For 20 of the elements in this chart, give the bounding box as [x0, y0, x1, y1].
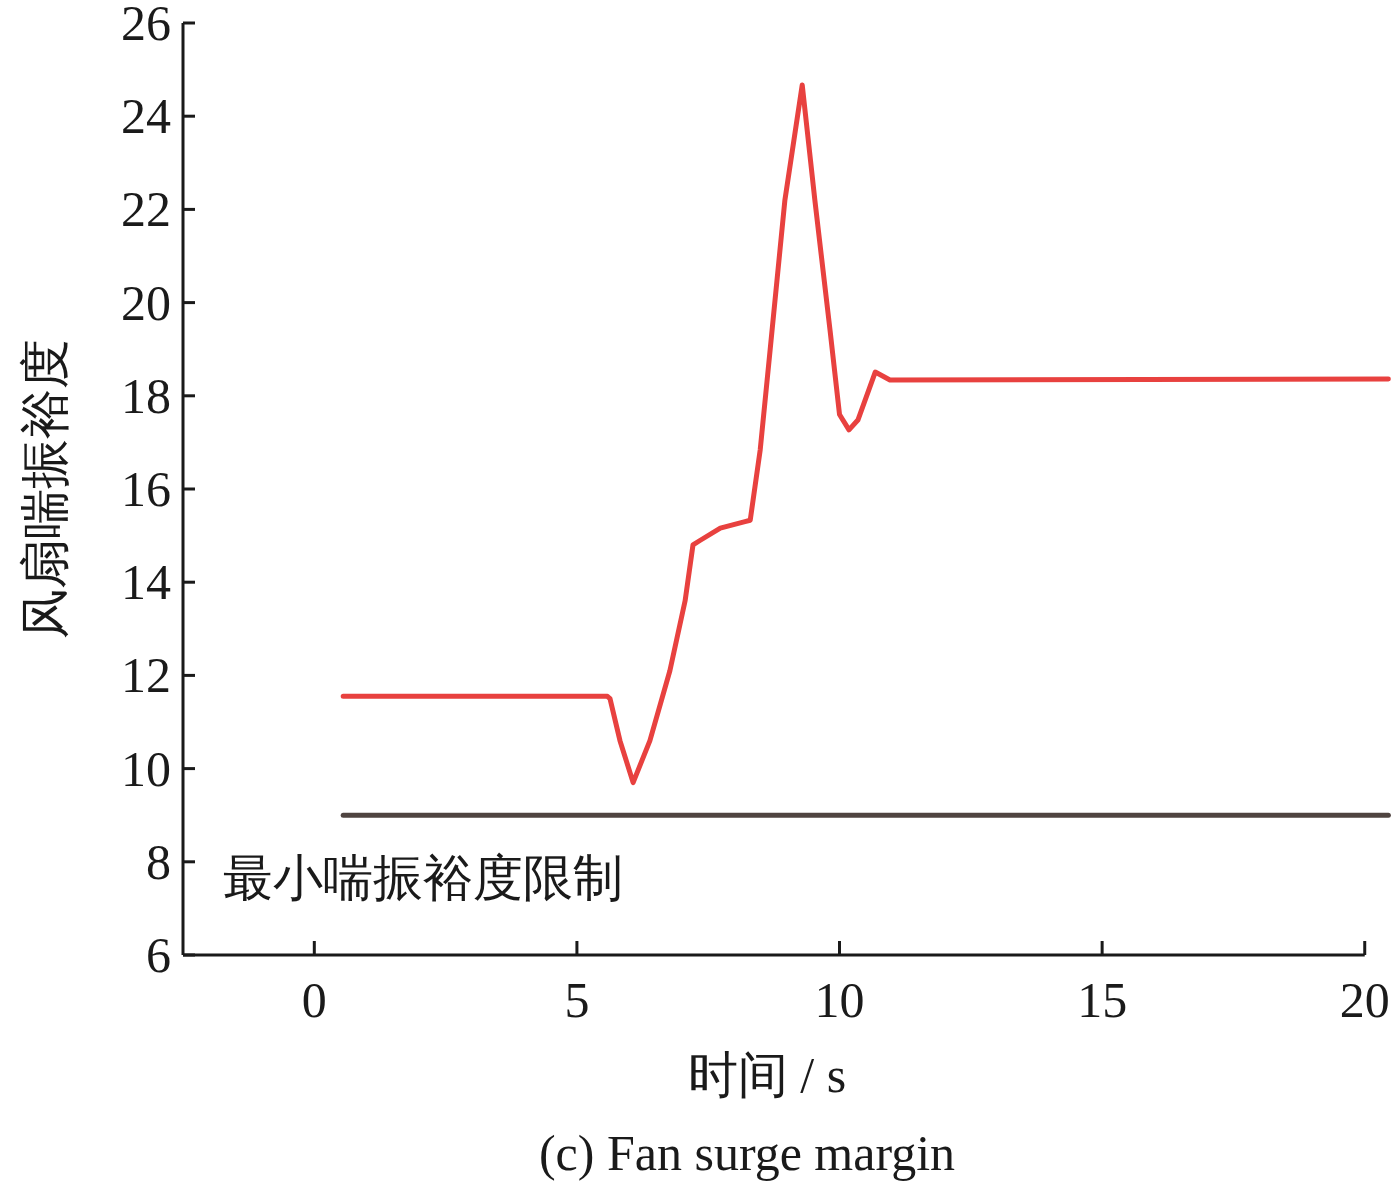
- x-tick-label: 0: [301, 972, 327, 1028]
- y-tick-label: 20: [121, 274, 171, 331]
- y-tick-label: 10: [121, 740, 171, 797]
- y-tick-label: 24: [121, 88, 171, 145]
- y-tick-label: 22: [121, 181, 171, 238]
- y-axis-title: 风扇喘振裕度: [17, 339, 73, 639]
- y-tick-label: 12: [121, 647, 171, 704]
- x-tick-label: 10: [814, 972, 865, 1028]
- y-tick-label: 14: [121, 554, 171, 611]
- y-tick-label: 18: [121, 367, 171, 424]
- x-axis-title: 时间 / s: [687, 1047, 847, 1103]
- x-tick-label: 5: [564, 972, 590, 1028]
- x-tick-label: 20: [1339, 972, 1390, 1028]
- x-tick-label: 15: [1077, 972, 1128, 1028]
- y-tick-label: 26: [121, 0, 171, 51]
- y-tick-label: 6: [146, 927, 171, 983]
- y-tick-label: 16: [121, 461, 171, 517]
- series-label: 最小喘振裕度限制: [223, 850, 624, 907]
- y-tick-label: 8: [146, 833, 171, 890]
- text: (c) Fan surge margin: [538, 1125, 956, 1181]
